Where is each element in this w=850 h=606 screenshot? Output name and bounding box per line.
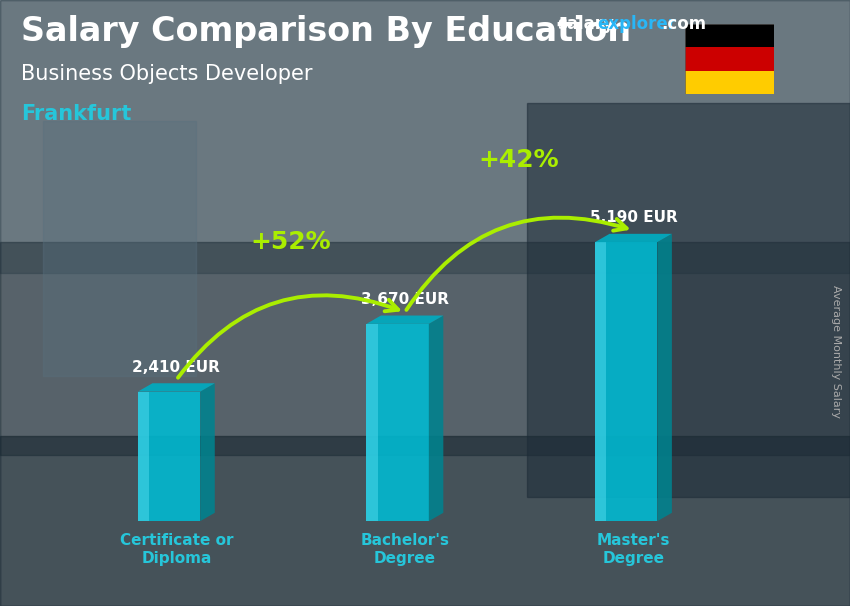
Text: 5,190 EUR: 5,190 EUR xyxy=(590,210,677,225)
Text: salary: salary xyxy=(557,15,614,33)
Polygon shape xyxy=(595,234,672,242)
Text: explorer: explorer xyxy=(598,15,677,33)
Bar xyxy=(138,391,149,521)
Text: Master's
Degree: Master's Degree xyxy=(597,533,670,565)
Bar xyxy=(595,242,657,521)
Bar xyxy=(527,103,850,497)
Bar xyxy=(366,324,428,521)
Text: Certificate or
Diploma: Certificate or Diploma xyxy=(120,533,233,565)
Text: Bachelor's
Degree: Bachelor's Degree xyxy=(360,533,450,565)
Bar xyxy=(685,24,774,47)
FancyArrowPatch shape xyxy=(178,295,398,378)
Text: Average Monthly Salary: Average Monthly Salary xyxy=(831,285,842,418)
Bar xyxy=(42,121,196,376)
Bar xyxy=(138,391,201,521)
Bar xyxy=(685,47,774,71)
Bar xyxy=(0,242,850,454)
Text: .com: .com xyxy=(661,15,706,33)
Bar xyxy=(0,436,850,606)
Bar xyxy=(595,242,606,521)
Text: Frankfurt: Frankfurt xyxy=(21,104,132,124)
Polygon shape xyxy=(201,383,215,521)
Text: +42%: +42% xyxy=(479,148,559,173)
Text: 2,410 EUR: 2,410 EUR xyxy=(133,360,220,375)
Polygon shape xyxy=(138,383,215,391)
FancyArrowPatch shape xyxy=(406,218,626,310)
Text: +52%: +52% xyxy=(250,230,331,254)
Bar xyxy=(685,71,774,94)
Polygon shape xyxy=(366,316,444,324)
Text: Business Objects Developer: Business Objects Developer xyxy=(21,64,313,84)
Bar xyxy=(366,324,377,521)
Text: 3,670 EUR: 3,670 EUR xyxy=(361,292,449,307)
Bar xyxy=(0,0,850,273)
Text: Salary Comparison By Education: Salary Comparison By Education xyxy=(21,15,632,48)
Polygon shape xyxy=(657,234,672,521)
Polygon shape xyxy=(428,316,444,521)
